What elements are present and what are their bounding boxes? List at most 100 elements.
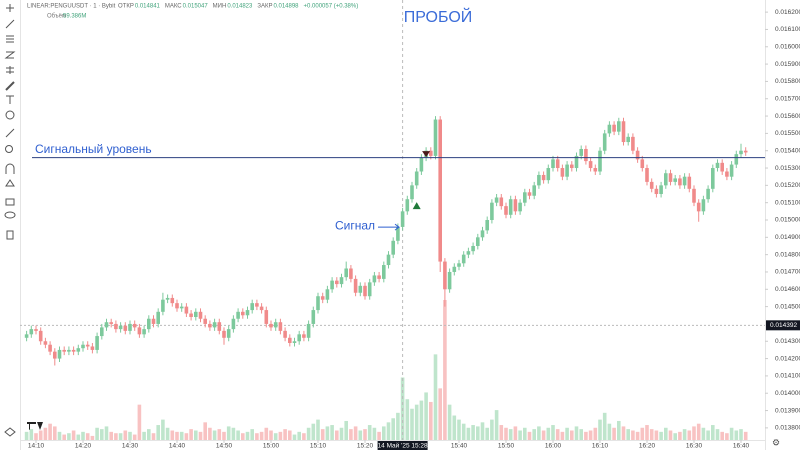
volume-bar [523,427,527,440]
candle-body [701,199,706,212]
candle-body [664,173,668,186]
volume-bar [100,429,104,440]
x-tick-label: 14:20 [75,443,92,450]
volume-bar [443,300,447,440]
volume-bar [410,408,414,440]
candle-body [311,310,316,324]
volume-bar [607,423,612,440]
volume-bar [208,427,212,440]
volume-bar [419,400,424,440]
volume-bar [612,427,616,440]
y-tick-label: 0.016000 [775,43,800,50]
candle-body [579,148,583,156]
volume-bar [532,429,536,440]
candle-body [382,265,386,279]
volume-bar [696,423,701,440]
volume-bar [692,426,696,440]
line-tool[interactable] [5,19,15,29]
lock-draw-tool[interactable] [5,179,15,187]
volume-bar [626,429,630,440]
lock-tool[interactable] [5,198,15,206]
x-tick-label: 14:50 [216,443,233,450]
magnet-tool[interactable] [5,163,15,174]
candle-body [156,311,160,324]
fib-tool[interactable] [6,35,14,43]
candle-body [353,278,358,293]
candle-body [532,185,536,196]
volume-bar [391,418,395,440]
candle-body [706,188,710,200]
volume-bar [288,430,292,440]
candle-body [118,325,123,330]
volume-bar [640,427,645,440]
y-tick-label: 0.014000 [775,390,800,397]
candle-body [339,277,344,285]
projection-tool[interactable] [6,66,14,74]
settings-icon[interactable]: ⚙ [772,437,780,447]
candle-body [48,344,52,352]
zoom-tool[interactable] [5,145,13,153]
candle-body [504,206,508,215]
volume-bar [325,426,330,440]
buy-marker [412,202,421,210]
pattern-tool[interactable] [4,51,16,59]
brush-tool[interactable] [5,81,15,91]
volume-bar [151,433,156,440]
candle-body [62,349,66,352]
volume-bar [414,404,419,440]
volume-bar [226,426,231,440]
volume-bar [292,434,297,440]
volume-bar [245,431,250,440]
candle-body [405,199,410,212]
volume-bar [109,431,113,440]
volume-bar [335,430,339,440]
candle-body [255,303,259,307]
volume-bar [62,434,66,440]
volume-bar [635,431,640,440]
candle-body [584,148,588,162]
volume-bar [541,430,546,440]
crosshair-tool[interactable] [6,4,14,12]
layers-tool[interactable] [4,427,16,437]
volume-bar [255,433,259,440]
volume-bar [494,410,499,440]
volume-bar [104,426,109,440]
volume-bar [560,431,565,440]
candle-body [668,173,673,182]
candle-body [692,188,696,203]
x-tick-label: 15:20 [357,443,374,450]
volume-value: 59.386M [63,14,86,20]
candle-body [226,329,231,338]
sell-marker [422,151,431,158]
candle-body [330,280,334,290]
volume-bar [471,425,475,440]
visibility-tool[interactable] [4,211,16,219]
candle-body [264,310,269,324]
candle-body [222,330,226,338]
volume-bar [236,430,240,440]
candle-body [720,162,724,172]
volume-bar [358,430,363,440]
candle-body [363,285,367,297]
volume-bar [546,427,551,440]
emoji-tool[interactable] [5,110,15,120]
signal-arrow [378,223,400,231]
candle-body [165,297,170,300]
candle-body [29,329,34,335]
volume-bar [76,434,81,440]
volume-bar [382,426,386,440]
candle-body [184,306,189,314]
volume-bar [241,433,245,440]
volume-bar [90,435,95,440]
volume-bar [405,399,410,440]
volume-bar [349,429,353,440]
volume-bar [429,401,433,440]
text-tool[interactable] [6,95,14,104]
ruler-tool[interactable] [5,128,15,138]
delete-tool[interactable] [6,230,14,240]
volume-bar [734,430,739,440]
candle-body [678,178,682,186]
volume-bar [711,425,715,440]
volume-bar [574,426,579,440]
volume-bar [678,431,682,440]
